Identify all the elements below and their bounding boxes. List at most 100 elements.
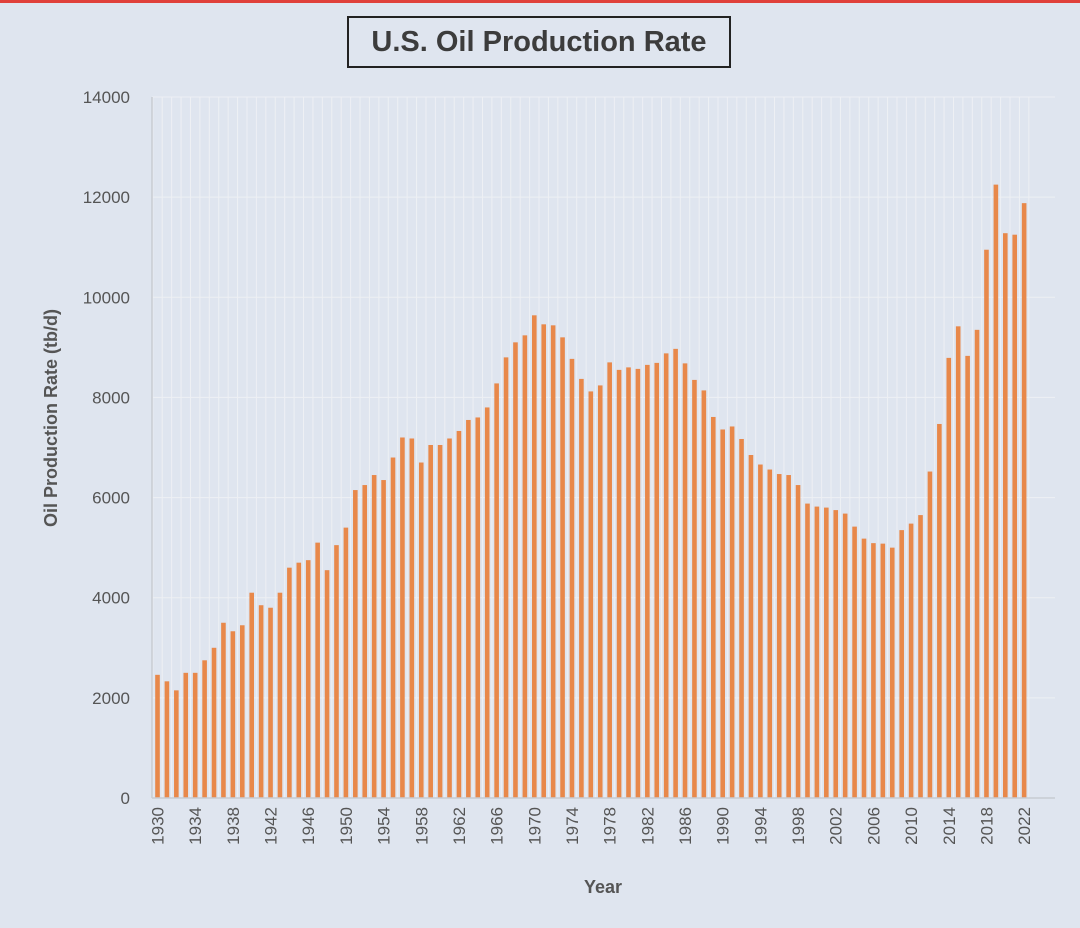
x-tick-label: 1946 (299, 807, 318, 845)
bar-1970 (532, 315, 537, 798)
bar-2011 (918, 515, 923, 798)
bar-1941 (258, 605, 264, 798)
bar-1986 (682, 363, 688, 798)
chart-title: U.S. Oil Production Rate (347, 16, 731, 68)
bar-1966 (494, 383, 499, 798)
x-tick-label: 1966 (488, 807, 507, 845)
x-tick-label: 1934 (186, 807, 205, 845)
bar-1933 (183, 672, 189, 798)
bar-1982 (645, 364, 650, 798)
bar-1949 (334, 545, 339, 798)
x-tick-label: 2018 (977, 807, 996, 845)
bar-1959 (428, 444, 433, 798)
bar-1998 (795, 485, 801, 798)
bar-1973 (560, 337, 565, 798)
bar-1957 (409, 438, 415, 798)
bar-1930 (155, 674, 160, 798)
bar-2022 (1021, 203, 1027, 798)
y-tick-label: 4000 (92, 589, 130, 608)
bar-1956 (400, 437, 405, 798)
x-tick-label: 1970 (525, 807, 544, 845)
bar-1961 (447, 438, 452, 798)
bar-2017 (974, 329, 980, 798)
x-tick-label: 2010 (902, 807, 921, 845)
bar-1964 (475, 417, 481, 798)
y-tick-label: 10000 (83, 288, 130, 307)
bar-1955 (390, 457, 396, 798)
bar-2002 (833, 510, 839, 798)
bar-2014 (946, 357, 952, 798)
bar-2015 (955, 326, 961, 798)
x-tick-label: 1954 (375, 807, 394, 845)
bar-1942 (268, 607, 273, 798)
bar-1960 (437, 444, 443, 798)
x-tick-label: 1942 (262, 807, 281, 845)
bar-1987 (692, 379, 697, 798)
y-axis-label: Oil Production Rate (tb/d) (41, 309, 61, 527)
bar-1977 (597, 385, 603, 798)
bar-1946 (305, 560, 311, 798)
bar-1943 (277, 592, 283, 798)
bar-1975 (579, 378, 584, 798)
bar-1951 (353, 490, 358, 798)
bar-1968 (513, 342, 518, 798)
x-tick-label: 1962 (450, 807, 469, 845)
y-tick-label: 2000 (92, 689, 130, 708)
bar-1938 (230, 631, 236, 798)
y-tick-label: 12000 (83, 188, 130, 207)
x-tick-label: 1950 (337, 807, 356, 845)
bar-2010 (908, 523, 914, 798)
x-tick-label: 1974 (563, 807, 582, 845)
bar-1937 (221, 622, 226, 798)
bar-2020 (1003, 233, 1008, 799)
x-tick-label: 2002 (827, 807, 846, 845)
bar-2005 (861, 538, 867, 798)
bar-1931 (164, 681, 170, 798)
bar-1967 (503, 357, 509, 798)
bar-1989 (710, 416, 716, 798)
bar-2016 (965, 355, 970, 798)
bar-1990 (720, 429, 725, 798)
bar-2006 (871, 543, 876, 798)
bar-1939 (239, 625, 245, 798)
y-tick-label: 8000 (92, 388, 130, 407)
bar-1996 (776, 474, 782, 798)
bar-1965 (484, 407, 490, 798)
x-tick-label: 1986 (676, 807, 695, 845)
bar-1978 (607, 362, 612, 798)
bar-1934 (192, 672, 198, 798)
x-tick-label: 2006 (864, 807, 883, 845)
bar-1962 (456, 430, 462, 798)
bar-1954 (381, 480, 386, 798)
bar-1950 (343, 527, 349, 798)
bar-1999 (805, 503, 810, 798)
bar-2013 (937, 423, 942, 798)
bar-1984 (663, 353, 669, 798)
bar-1985 (673, 348, 678, 798)
bar-1974 (569, 358, 575, 798)
bar-1994 (758, 464, 763, 798)
bar-1948 (324, 570, 330, 798)
bar-2001 (824, 507, 829, 798)
bar-2012 (927, 471, 933, 798)
bar-2003 (842, 513, 848, 798)
y-tick-label: 0 (121, 789, 130, 808)
x-axis-label: Year (584, 877, 622, 897)
bar-1979 (616, 369, 622, 798)
bar-1944 (287, 567, 292, 798)
bar-1992 (739, 438, 744, 798)
bar-1980 (626, 367, 631, 798)
x-tick-label: 1994 (751, 807, 770, 845)
bar-2008 (889, 547, 895, 798)
x-tick-label: 1982 (638, 807, 657, 845)
bar-2019 (993, 184, 999, 798)
bar-1963 (466, 419, 471, 798)
bar-2004 (852, 526, 857, 798)
bar-1983 (654, 362, 660, 798)
bar-1947 (315, 542, 320, 798)
x-tick-label: 1978 (601, 807, 620, 845)
x-tick-label: 1990 (714, 807, 733, 845)
bar-1981 (635, 368, 641, 798)
x-tick-label: 1958 (412, 807, 431, 845)
